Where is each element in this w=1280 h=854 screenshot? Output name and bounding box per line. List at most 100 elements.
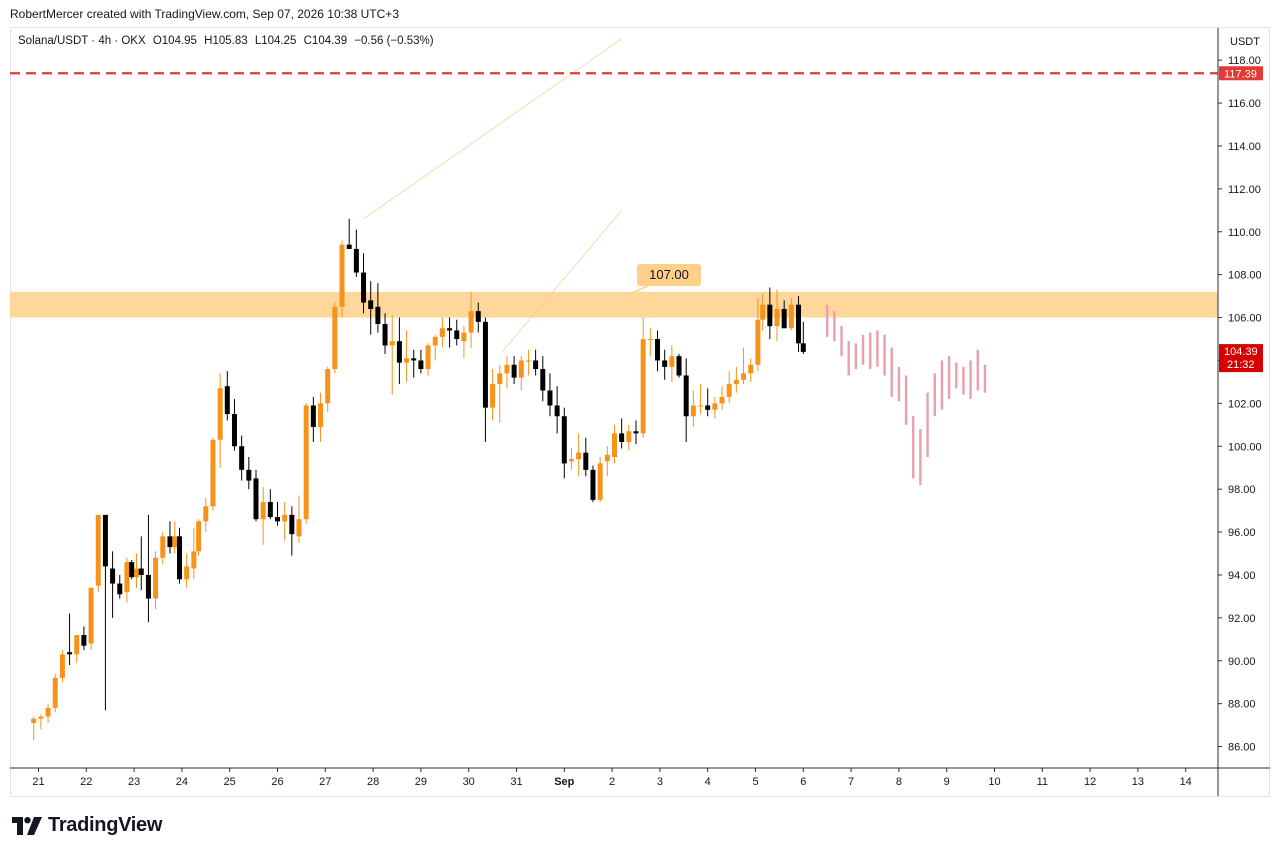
candle-body bbox=[640, 339, 646, 434]
time-tick-label: 30 bbox=[463, 776, 475, 788]
candle-body bbox=[81, 635, 87, 646]
price-tick-label: 112.00 bbox=[1228, 184, 1261, 196]
candle-body bbox=[547, 390, 553, 406]
currency-label[interactable]: USDT bbox=[1230, 36, 1260, 48]
candle-body bbox=[346, 244, 352, 249]
chart-frame bbox=[10, 27, 1270, 797]
time-tick-label: 28 bbox=[367, 776, 379, 788]
price-tick-label: 106.00 bbox=[1228, 313, 1262, 325]
projection-bar bbox=[969, 360, 972, 400]
candle-body bbox=[662, 360, 668, 367]
candle-body bbox=[748, 364, 754, 374]
candle-body bbox=[796, 304, 802, 344]
candle-body bbox=[67, 652, 73, 655]
candle-body bbox=[310, 405, 316, 427]
candle-body bbox=[88, 587, 94, 644]
candle-body bbox=[733, 379, 739, 385]
time-tick-label: 6 bbox=[800, 776, 806, 788]
price-axis[interactable]: 86.00 88.00 90.00 92.00 94.00 96.00 98.00 100.0… bbox=[1217, 28, 1263, 796]
projection-bar bbox=[919, 429, 922, 485]
time-tick-label: 13 bbox=[1132, 776, 1144, 788]
symbol-legend: Solana/USDT · 4h · OKX O104.95 H105.83 L… bbox=[18, 35, 438, 47]
candle-body bbox=[781, 308, 787, 329]
candle-body bbox=[368, 300, 374, 309]
projection-bar bbox=[940, 360, 944, 410]
symbol-name[interactable]: Solana/USDT · 4h · OKX bbox=[18, 35, 146, 47]
candle-body bbox=[576, 452, 582, 460]
candle-body bbox=[253, 478, 259, 520]
candle-body bbox=[726, 384, 732, 397]
candle-body bbox=[800, 343, 806, 352]
candle-body bbox=[468, 311, 474, 333]
candle-body bbox=[774, 308, 780, 327]
candle-body bbox=[511, 364, 517, 378]
projection-bar bbox=[955, 362, 958, 389]
high-value: H105.83 bbox=[204, 35, 248, 47]
time-axis[interactable]: 21 22 23 24 25 26 27 28 29 30 31 Sep 2 3 4 5 6 7 8 9 10 11 12 1… bbox=[10, 767, 1270, 788]
chart-credit: RobertMercer created with TradingView.co… bbox=[10, 7, 399, 21]
price-tick-label: 92.00 bbox=[1228, 613, 1256, 625]
projection-bar bbox=[883, 334, 886, 376]
candle-body bbox=[439, 328, 445, 337]
candle-body bbox=[404, 358, 410, 363]
candle-body bbox=[332, 306, 338, 370]
candle-body bbox=[767, 304, 773, 327]
candle-body bbox=[289, 514, 295, 535]
candle-body bbox=[719, 396, 725, 404]
candle-body bbox=[490, 384, 496, 408]
candle-body bbox=[755, 319, 761, 365]
candle-body bbox=[203, 506, 209, 522]
candle-body bbox=[633, 431, 639, 434]
candle-body bbox=[432, 336, 438, 346]
candle-body bbox=[389, 341, 395, 346]
time-tick-label: 26 bbox=[271, 776, 283, 788]
candle-body bbox=[117, 583, 123, 595]
candle-body bbox=[303, 405, 309, 520]
candle-body bbox=[583, 452, 589, 470]
candle-body bbox=[590, 469, 596, 500]
resistance-zone-layer bbox=[10, 291, 1218, 318]
candle-body bbox=[110, 568, 116, 584]
candle-body bbox=[74, 635, 80, 655]
candle-body bbox=[196, 521, 202, 552]
candle-body bbox=[353, 248, 359, 273]
candle-body bbox=[138, 568, 144, 575]
candle-body bbox=[38, 716, 44, 719]
candle-body bbox=[95, 514, 101, 586]
candle-body bbox=[447, 328, 453, 331]
projection-bar bbox=[983, 364, 987, 393]
candle-body bbox=[533, 360, 539, 370]
candle-body bbox=[172, 536, 178, 548]
candle-body bbox=[683, 375, 689, 417]
resistance-zone bbox=[10, 291, 1218, 318]
candle-body bbox=[497, 373, 503, 385]
zone-callout-pointer bbox=[631, 285, 649, 294]
candle-body bbox=[690, 405, 696, 417]
candle-body bbox=[518, 360, 524, 378]
candle-body bbox=[411, 358, 417, 361]
candle-body bbox=[52, 677, 58, 708]
candle-body bbox=[554, 405, 560, 417]
candle-body bbox=[425, 345, 431, 370]
tradingview-logo[interactable]: TradingView bbox=[12, 814, 162, 837]
time-tick-label: 27 bbox=[319, 776, 331, 788]
candle-body bbox=[59, 654, 65, 678]
candle-body bbox=[712, 403, 718, 410]
candle-body bbox=[325, 369, 331, 404]
candle-body bbox=[45, 707, 51, 717]
candle-body bbox=[597, 463, 603, 500]
projection-bar bbox=[847, 341, 850, 376]
overlays: 107.00 bbox=[10, 72, 1218, 294]
time-tick-label: 14 bbox=[1180, 776, 1192, 788]
candle-body bbox=[239, 446, 245, 470]
candle-body bbox=[246, 469, 252, 481]
change-value: −0.56 (−0.53%) bbox=[354, 35, 434, 47]
candle-body bbox=[160, 536, 166, 558]
candle-body bbox=[191, 551, 197, 569]
price-tick-label: 98.00 bbox=[1228, 484, 1256, 496]
candle-body bbox=[318, 403, 324, 427]
price-tick-label: 86.00 bbox=[1228, 742, 1256, 754]
candle-body bbox=[260, 502, 266, 520]
time-tick-label: 10 bbox=[988, 776, 1000, 788]
